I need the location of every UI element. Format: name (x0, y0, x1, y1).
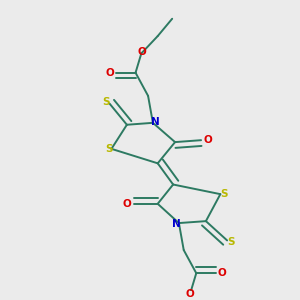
Text: N: N (152, 117, 160, 127)
Text: O: O (203, 135, 212, 145)
Text: S: S (105, 144, 112, 154)
Text: O: O (218, 268, 227, 278)
Text: O: O (185, 290, 194, 299)
Text: O: O (105, 68, 114, 78)
Text: S: S (102, 97, 110, 106)
Text: O: O (122, 199, 131, 209)
Text: S: S (220, 189, 228, 199)
Text: O: O (138, 46, 147, 56)
Text: S: S (227, 237, 235, 247)
Text: N: N (172, 219, 180, 229)
